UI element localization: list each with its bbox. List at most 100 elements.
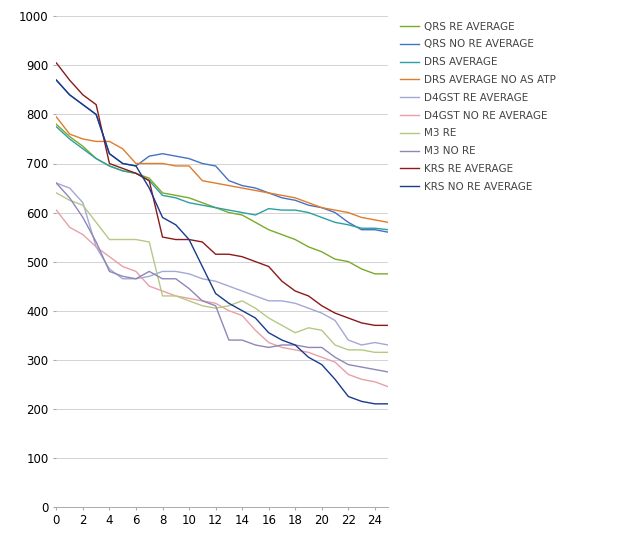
QRS NO RE AVERAGE <box>265 190 272 196</box>
QRS RE AVERAGE <box>265 227 272 233</box>
KRS NO RE AVERAGE <box>106 150 113 157</box>
D4GST RE AVERAGE <box>305 305 312 311</box>
QRS NO RE AVERAGE <box>93 111 100 118</box>
D4GST RE AVERAGE <box>344 337 352 343</box>
DRS AVERAGE <box>278 207 285 214</box>
Line: DRS AVERAGE NO AS ATP: DRS AVERAGE NO AS ATP <box>56 117 388 222</box>
QRS NO RE AVERAGE <box>79 101 86 108</box>
M3 RE <box>252 305 259 311</box>
D4GST NO RE AVERAGE <box>239 312 246 319</box>
QRS NO RE AVERAGE <box>66 92 73 98</box>
D4GST RE AVERAGE <box>198 275 206 282</box>
KRS NO RE AVERAGE <box>185 236 193 243</box>
D4GST NO RE AVERAGE <box>79 231 86 238</box>
QRS RE AVERAGE <box>358 265 366 272</box>
DRS AVERAGE NO AS ATP <box>132 160 140 167</box>
QRS RE AVERAGE <box>331 256 339 263</box>
D4GST NO RE AVERAGE <box>265 339 272 346</box>
KRS NO RE AVERAGE <box>344 393 352 400</box>
M3 NO RE <box>292 342 299 348</box>
DRS AVERAGE NO AS ATP <box>239 185 246 191</box>
M3 RE <box>172 293 180 299</box>
D4GST NO RE AVERAGE <box>371 378 379 385</box>
QRS RE AVERAGE <box>66 134 73 140</box>
DRS AVERAGE <box>198 202 206 208</box>
D4GST RE AVERAGE <box>53 180 60 186</box>
QRS NO RE AVERAGE <box>252 185 259 191</box>
DRS AVERAGE NO AS ATP <box>106 138 113 144</box>
M3 RE <box>278 322 285 329</box>
QRS NO RE AVERAGE <box>53 77 60 83</box>
D4GST NO RE AVERAGE <box>252 327 259 334</box>
DRS AVERAGE NO AS ATP <box>93 138 100 144</box>
M3 NO RE <box>212 302 219 309</box>
DRS AVERAGE NO AS ATP <box>252 187 259 194</box>
D4GST NO RE AVERAGE <box>344 371 352 378</box>
D4GST RE AVERAGE <box>93 244 100 250</box>
QRS RE AVERAGE <box>384 270 392 277</box>
M3 RE <box>384 349 392 355</box>
D4GST NO RE AVERAGE <box>278 344 285 351</box>
D4GST NO RE AVERAGE <box>66 224 73 231</box>
KRS NO RE AVERAGE <box>252 314 259 321</box>
QRS RE AVERAGE <box>132 170 140 177</box>
DRS AVERAGE NO AS ATP <box>331 207 339 214</box>
QRS RE AVERAGE <box>278 231 285 238</box>
D4GST NO RE AVERAGE <box>132 268 140 275</box>
QRS RE AVERAGE <box>53 121 60 128</box>
QRS RE AVERAGE <box>172 192 180 198</box>
Line: KRS RE AVERAGE: KRS RE AVERAGE <box>56 63 388 325</box>
D4GST NO RE AVERAGE <box>305 349 312 355</box>
DRS AVERAGE NO AS ATP <box>358 214 366 221</box>
Line: M3 RE: M3 RE <box>56 193 388 352</box>
DRS AVERAGE <box>66 136 73 142</box>
M3 RE <box>331 342 339 348</box>
QRS NO RE AVERAGE <box>305 202 312 208</box>
KRS RE AVERAGE <box>239 253 246 260</box>
QRS RE AVERAGE <box>239 211 246 218</box>
DRS AVERAGE NO AS ATP <box>79 136 86 142</box>
QRS RE AVERAGE <box>225 209 233 216</box>
M3 NO RE <box>252 342 259 348</box>
KRS RE AVERAGE <box>119 165 126 172</box>
QRS RE AVERAGE <box>145 175 153 181</box>
KRS RE AVERAGE <box>185 236 193 243</box>
D4GST NO RE AVERAGE <box>53 207 60 214</box>
D4GST RE AVERAGE <box>265 298 272 304</box>
M3 NO RE <box>265 344 272 351</box>
KRS NO RE AVERAGE <box>159 214 167 221</box>
M3 RE <box>265 314 272 321</box>
D4GST NO RE AVERAGE <box>172 293 180 299</box>
M3 RE <box>185 298 193 304</box>
KRS NO RE AVERAGE <box>93 111 100 118</box>
D4GST RE AVERAGE <box>132 275 140 282</box>
DRS AVERAGE <box>384 227 392 233</box>
M3 NO RE <box>278 342 285 348</box>
DRS AVERAGE NO AS ATP <box>344 209 352 216</box>
KRS RE AVERAGE <box>305 293 312 299</box>
D4GST RE AVERAGE <box>278 298 285 304</box>
QRS NO RE AVERAGE <box>318 204 326 211</box>
D4GST NO RE AVERAGE <box>384 384 392 390</box>
QRS RE AVERAGE <box>318 249 326 255</box>
DRS AVERAGE NO AS ATP <box>305 199 312 206</box>
DRS AVERAGE <box>371 225 379 232</box>
KRS RE AVERAGE <box>344 314 352 321</box>
QRS NO RE AVERAGE <box>225 178 233 184</box>
D4GST RE AVERAGE <box>331 317 339 324</box>
D4GST NO RE AVERAGE <box>318 354 326 361</box>
KRS NO RE AVERAGE <box>305 354 312 361</box>
D4GST RE AVERAGE <box>145 273 153 280</box>
M3 NO RE <box>132 275 140 282</box>
D4GST NO RE AVERAGE <box>93 244 100 250</box>
M3 NO RE <box>53 180 60 186</box>
KRS RE AVERAGE <box>159 234 167 240</box>
M3 NO RE <box>318 344 326 351</box>
DRS AVERAGE <box>172 195 180 201</box>
M3 NO RE <box>344 361 352 368</box>
M3 NO RE <box>79 214 86 221</box>
KRS RE AVERAGE <box>145 178 153 184</box>
D4GST RE AVERAGE <box>119 275 126 282</box>
QRS RE AVERAGE <box>198 199 206 206</box>
D4GST RE AVERAGE <box>371 339 379 346</box>
